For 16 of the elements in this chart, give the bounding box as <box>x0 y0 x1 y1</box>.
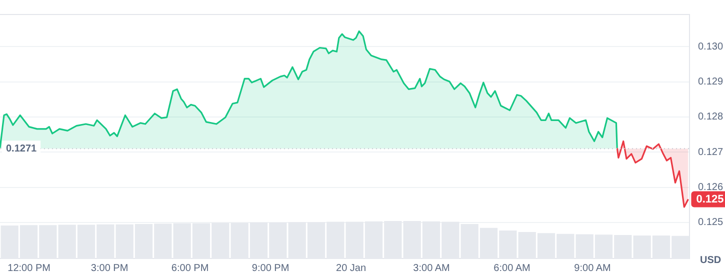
x-tick-label: 12:00 PM <box>8 262 50 274</box>
ref-line-label: 0.1271 <box>6 143 38 154</box>
y-tick-label: 0.129 <box>698 76 724 88</box>
x-tick-label: 3:00 AM <box>413 262 450 274</box>
y-axis-title: USD <box>700 254 722 266</box>
y-tick-label: 0.127 <box>698 146 724 158</box>
x-tick-label: 6:00 AM <box>494 262 530 274</box>
x-tick-label: 3:00 PM <box>90 262 128 274</box>
x-tick-label: 6:00 PM <box>171 262 209 274</box>
y-tick-label: 0.125 <box>698 217 724 228</box>
x-tick-label: 9:00 PM <box>252 262 290 274</box>
y-tick-label: 0.128 <box>698 112 724 123</box>
y-tick-label: 0.126 <box>698 182 724 194</box>
x-tick-label: 9:00 AM <box>574 262 611 274</box>
y-tick-label: 0.130 <box>698 41 724 52</box>
x-tick-label: 20 Jan <box>336 262 366 274</box>
